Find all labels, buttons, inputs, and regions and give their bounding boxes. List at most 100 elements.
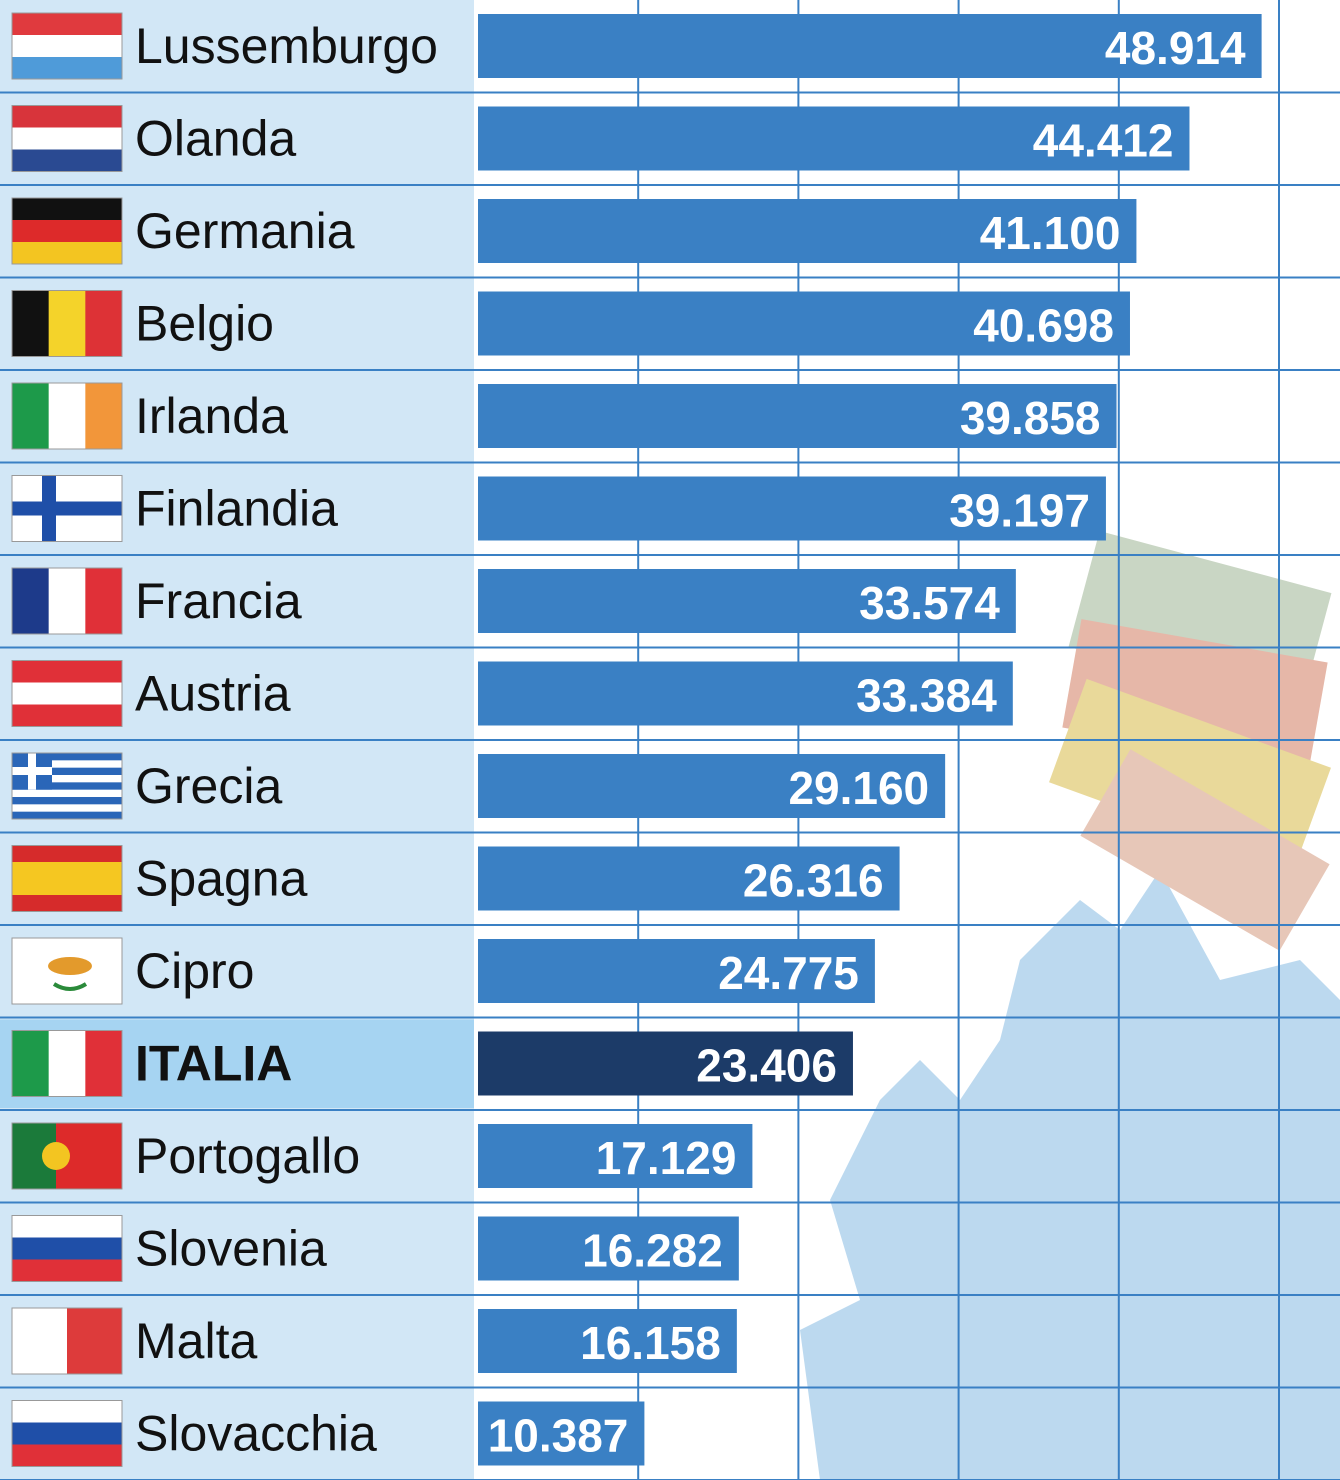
flag	[11, 382, 123, 450]
flag-border	[11, 1215, 123, 1282]
flag-stripe	[48, 383, 86, 449]
value-label: 26.316	[743, 855, 884, 907]
flag-border	[11, 290, 123, 357]
flag	[11, 1215, 123, 1282]
category-label: Cipro	[135, 943, 254, 999]
flag-stripe	[12, 767, 52, 775]
bar	[478, 939, 875, 1003]
flag-border	[11, 382, 123, 450]
value-label: 16.158	[580, 1317, 721, 1369]
flag-border	[11, 660, 123, 727]
value-label: 17.129	[596, 1132, 737, 1184]
flag-stripe	[42, 1142, 70, 1170]
flag-stripe	[12, 789, 122, 798]
value-label: 10.387	[488, 1410, 629, 1462]
flag-stripe	[12, 1237, 122, 1260]
category-label: Spagna	[135, 851, 308, 907]
flag-stripe	[12, 782, 122, 791]
value-label: 44.412	[1033, 115, 1174, 167]
flag-stripe	[42, 475, 56, 542]
value-label: 48.914	[1105, 22, 1246, 74]
flag-stripe	[67, 1308, 123, 1374]
flag-stripe	[85, 290, 123, 357]
flag-stripe	[48, 1030, 86, 1097]
bar	[478, 846, 900, 911]
value-label: 40.698	[973, 300, 1114, 352]
flag	[11, 105, 123, 172]
flag-stripe	[12, 57, 122, 80]
category-label: Germania	[135, 203, 355, 259]
flag-border	[11, 567, 123, 635]
flag	[11, 12, 123, 80]
category-label: Finlandia	[135, 481, 338, 537]
flag-stripe	[12, 290, 50, 357]
flag	[11, 290, 123, 357]
value-label: 41.100	[980, 207, 1121, 259]
value-label: 39.858	[960, 392, 1101, 444]
banknotes	[1049, 530, 1332, 951]
flag-border	[11, 1030, 123, 1097]
value-label: 33.574	[859, 577, 1000, 629]
flag-stripe	[12, 35, 122, 58]
flag-stripe	[12, 797, 122, 805]
flag-stripe	[12, 1308, 68, 1374]
flag-stripe	[12, 804, 122, 813]
flag-border	[11, 1122, 123, 1190]
flag-stripe	[12, 105, 122, 128]
flag-stripe	[52, 982, 88, 991]
flag-stripe	[85, 383, 123, 449]
flag-stripe	[48, 957, 92, 975]
category-label: Austria	[135, 666, 291, 722]
flag-border	[11, 937, 123, 1005]
flag-stripe	[12, 242, 122, 265]
flag-stripe	[12, 862, 122, 879]
flag-stripe	[12, 149, 122, 172]
value-label: 29.160	[788, 762, 929, 814]
bar	[478, 199, 1137, 263]
category-label: Olanda	[135, 111, 296, 167]
flag-stripe	[12, 753, 122, 761]
value-label: 16.282	[582, 1225, 723, 1277]
category-label: Slovacchia	[135, 1406, 377, 1462]
category-label: Grecia	[135, 758, 282, 814]
bar	[478, 384, 1117, 448]
flag	[11, 845, 123, 912]
category-label: Slovenia	[135, 1221, 327, 1277]
flag	[11, 1400, 123, 1467]
flag	[11, 1030, 123, 1097]
flag-stripe	[12, 501, 122, 516]
bar	[478, 14, 1262, 78]
flag-stripe	[12, 198, 122, 221]
flag-border	[11, 1307, 123, 1375]
bar	[478, 476, 1106, 541]
category-label: Lussemburgo	[135, 18, 438, 74]
category-label: Belgio	[135, 296, 274, 352]
bar	[478, 1031, 853, 1096]
flag-stripe	[48, 568, 86, 634]
flag-stripe	[12, 1259, 122, 1282]
category-label: Irlanda	[135, 388, 288, 444]
flag-stripe	[12, 775, 122, 783]
flag-stripe	[85, 568, 123, 634]
bar	[478, 1309, 737, 1373]
flag	[11, 567, 123, 635]
flag-stripe	[12, 760, 122, 769]
category-label: Francia	[135, 573, 302, 629]
flag-stripe	[12, 878, 122, 896]
flag-border	[11, 1400, 123, 1467]
flag-border	[11, 105, 123, 172]
flag	[11, 660, 123, 727]
bar	[478, 1124, 753, 1188]
flag-stripe	[12, 127, 122, 150]
category-label: Malta	[135, 1313, 257, 1369]
flag	[11, 1122, 123, 1190]
flag-stripe	[12, 1400, 122, 1423]
flag-stripe	[12, 1444, 122, 1467]
flag	[11, 752, 123, 820]
bar	[478, 106, 1190, 171]
flag-stripe	[12, 13, 122, 36]
bar	[478, 661, 1013, 726]
flag-stripe	[85, 1030, 123, 1097]
europe-map	[800, 870, 1340, 1480]
flag-stripe	[12, 1215, 122, 1238]
